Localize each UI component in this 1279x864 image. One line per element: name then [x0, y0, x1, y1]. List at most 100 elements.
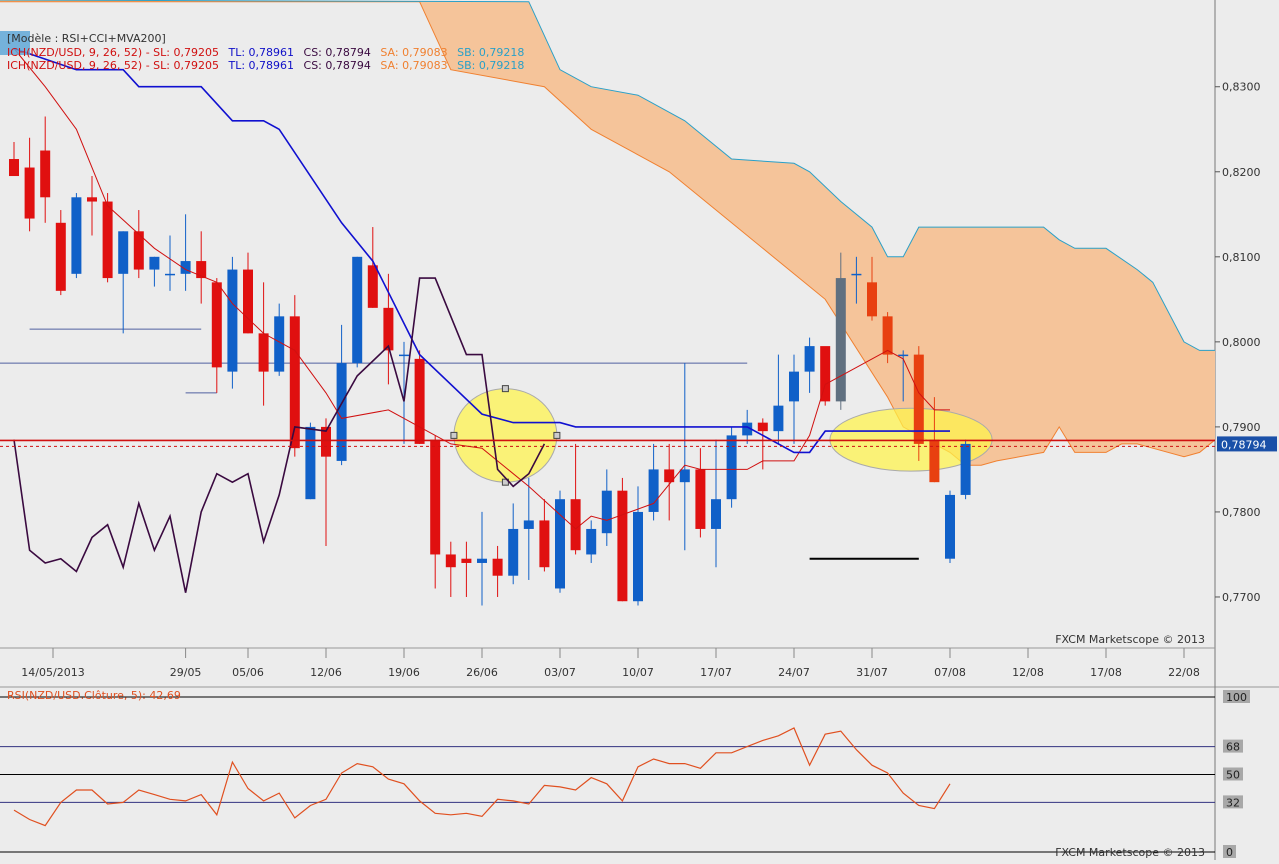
date-axis-layer: 14/05/2013 29/05 05/06 12/06 19/06 26/06 03/07… [21, 648, 1200, 679]
date-tick-label: 17/07 [700, 666, 732, 679]
candle-body [555, 499, 565, 589]
candle-body [258, 333, 269, 372]
candle[interactable] [118, 231, 129, 334]
candle[interactable] [414, 350, 425, 444]
date-tick-label: 29/05 [170, 666, 202, 679]
candle[interactable] [679, 363, 690, 551]
candle[interactable] [726, 426, 737, 508]
candle[interactable] [882, 312, 893, 364]
candle[interactable] [258, 282, 269, 406]
rsi-level-badge [1223, 795, 1243, 809]
candle[interactable] [867, 256, 877, 321]
date-tick-label: 26/06 [466, 666, 498, 679]
candle[interactable] [87, 176, 97, 236]
candle[interactable] [804, 337, 815, 393]
candle[interactable] [71, 193, 82, 279]
candle-body [461, 558, 472, 563]
candle[interactable] [305, 422, 316, 500]
candle[interactable] [601, 469, 612, 546]
candle[interactable] [695, 448, 706, 538]
candle-body [55, 222, 66, 291]
candle-body [102, 201, 113, 279]
candle-body [523, 520, 534, 529]
candle[interactable] [539, 499, 550, 572]
candle[interactable] [523, 477, 534, 580]
candle[interactable] [352, 256, 363, 368]
candle[interactable] [102, 193, 113, 283]
candle[interactable] [227, 256, 238, 389]
candle[interactable] [196, 231, 207, 304]
candle[interactable] [711, 439, 721, 568]
candle[interactable] [445, 541, 456, 597]
candle[interactable] [24, 137, 35, 232]
candle[interactable] [165, 235, 175, 291]
template-label[interactable]: [Modèle : RSI+CCI+MVA200] [7, 32, 166, 45]
candle-body [383, 307, 394, 351]
date-tick-label: 10/07 [622, 666, 654, 679]
candle-body [929, 439, 940, 483]
candle-body [430, 439, 441, 555]
ellipse-handle[interactable] [501, 385, 509, 393]
candle-body [445, 554, 456, 568]
candle[interactable] [586, 520, 597, 563]
candle[interactable] [133, 210, 144, 279]
candle[interactable] [648, 443, 659, 521]
candle[interactable] [149, 256, 160, 287]
ichimoku-legend-2[interactable]: ICH(NZD/USD, 9, 26, 52) - SL: 0,79205 TL… [7, 59, 524, 72]
rsi-layer [0, 696, 1215, 853]
ellipse-handle[interactable] [450, 431, 458, 439]
candle[interactable] [180, 214, 191, 291]
candle-body [399, 354, 409, 357]
kijun-sen-line [13, 47, 950, 454]
candle[interactable] [399, 341, 409, 444]
candle[interactable] [274, 303, 285, 376]
candle[interactable] [555, 490, 565, 593]
candle[interactable] [508, 503, 519, 585]
candle[interactable] [835, 252, 846, 410]
candle[interactable] [913, 346, 924, 461]
price-tick-label: 0,8300 [1222, 81, 1261, 94]
candle[interactable] [430, 435, 441, 589]
candle[interactable] [477, 511, 487, 606]
rsi-plot-area[interactable] [0, 689, 1215, 857]
candle-body [679, 469, 690, 483]
candle[interactable] [243, 252, 253, 334]
candle[interactable] [55, 210, 66, 296]
candle[interactable] [789, 354, 799, 444]
candle[interactable] [664, 443, 675, 521]
candle-body [492, 558, 503, 576]
main-watermark: FXCM Marketscope © 2013 [1055, 633, 1205, 646]
price-tick-label: 0,8000 [1222, 336, 1261, 349]
candle-body [305, 426, 316, 500]
candle-body [633, 511, 643, 602]
rsi-indicator-label[interactable]: RSI(NZD/USD.Clôture, 5): 42,69 [7, 689, 181, 702]
candle-body [211, 282, 222, 368]
candle-body [274, 316, 285, 372]
candle-body [9, 159, 19, 177]
candle[interactable] [851, 256, 862, 304]
date-tick-label: 19/06 [388, 666, 420, 679]
candle[interactable] [773, 354, 784, 444]
candle[interactable] [9, 142, 19, 177]
candle[interactable] [461, 541, 472, 597]
candle[interactable] [336, 324, 347, 466]
candle[interactable] [492, 545, 503, 597]
candle[interactable] [633, 486, 643, 606]
candle-body [24, 167, 35, 219]
candle-body [71, 197, 82, 274]
ichimoku-legend-1[interactable]: ICH(NZD/USD, 9, 26, 52) - SL: 0,79205 TL… [7, 46, 524, 59]
candle[interactable] [289, 295, 300, 457]
rsi-watermark: FXCM Marketscope © 2013 [1055, 846, 1205, 859]
candle[interactable] [617, 477, 628, 602]
candle[interactable] [945, 490, 955, 563]
candle[interactable] [211, 278, 222, 393]
candle[interactable] [367, 227, 378, 308]
candle[interactable] [40, 116, 51, 223]
candle-body [165, 273, 175, 276]
candle[interactable] [960, 439, 971, 500]
candle-body [414, 358, 425, 444]
ellipse-handle[interactable] [553, 431, 561, 439]
current-price-badge[interactable] [1217, 436, 1277, 452]
candle-body [882, 316, 893, 355]
candle[interactable] [570, 443, 581, 555]
